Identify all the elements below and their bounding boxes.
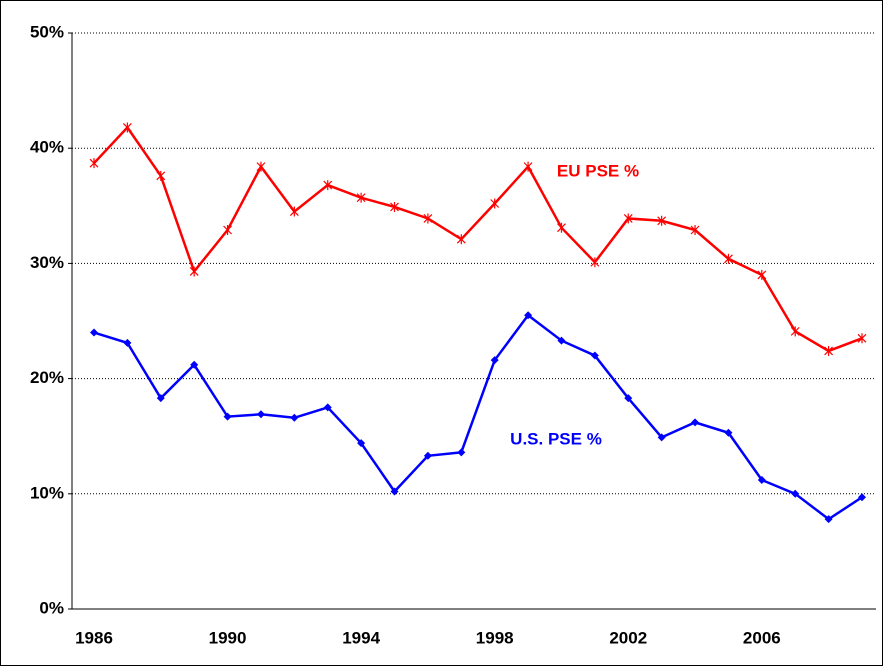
x-tick-label: 1994 — [342, 628, 380, 647]
data-point — [390, 487, 399, 496]
data-point — [323, 403, 332, 412]
data-point — [590, 257, 600, 268]
data-point — [289, 206, 299, 217]
data-point — [523, 161, 533, 172]
data-point — [89, 158, 99, 169]
data-point — [690, 224, 700, 235]
data-point — [824, 345, 834, 356]
data-point — [757, 269, 767, 280]
data-point — [757, 475, 766, 484]
y-tick-label: 20% — [30, 368, 64, 387]
data-point — [623, 213, 633, 224]
data-point — [657, 433, 666, 442]
data-point — [256, 161, 266, 172]
data-point — [490, 198, 500, 209]
series-label: U.S. PSE % — [510, 429, 602, 448]
data-point — [691, 418, 700, 427]
data-point — [590, 351, 599, 360]
data-point — [356, 192, 366, 203]
data-point — [357, 439, 366, 448]
data-point — [390, 201, 399, 212]
x-tick-label: 1990 — [209, 628, 247, 647]
y-tick-label: 50% — [30, 22, 64, 41]
data-point — [190, 360, 199, 369]
data-point — [724, 253, 733, 264]
series-label: EU PSE % — [557, 161, 639, 180]
series-line — [93, 313, 863, 521]
data-point — [423, 451, 432, 460]
data-point — [156, 170, 166, 181]
data-point — [858, 493, 866, 502]
data-point — [724, 428, 733, 437]
data-point — [557, 222, 566, 233]
data-point — [223, 224, 232, 235]
data-point — [624, 394, 633, 403]
y-tick-label: 0% — [39, 598, 64, 617]
y-tick-label: 40% — [30, 138, 64, 157]
data-point — [189, 266, 199, 277]
data-point — [456, 234, 466, 245]
x-tick-label: 1986 — [75, 628, 113, 647]
data-point — [824, 515, 833, 524]
data-point — [557, 336, 566, 345]
x-tick-label: 2002 — [609, 628, 647, 647]
data-point — [323, 180, 333, 191]
x-tick-label: 2006 — [743, 628, 781, 647]
data-point — [657, 215, 667, 226]
data-point — [256, 410, 265, 419]
data-point — [122, 122, 132, 133]
data-point — [791, 489, 800, 498]
data-point — [156, 394, 165, 403]
data-point — [423, 213, 433, 224]
y-tick-label: 30% — [30, 253, 64, 272]
y-tick-label: 10% — [30, 483, 64, 502]
x-tick-label: 1998 — [476, 628, 514, 647]
data-point — [457, 448, 466, 457]
data-point — [790, 326, 800, 337]
data-point — [290, 413, 299, 422]
data-point — [123, 338, 132, 347]
data-point — [490, 356, 499, 365]
data-point — [524, 311, 533, 320]
series-line — [93, 125, 863, 353]
data-point — [223, 412, 232, 421]
data-point — [90, 328, 98, 337]
data-point — [857, 333, 867, 344]
